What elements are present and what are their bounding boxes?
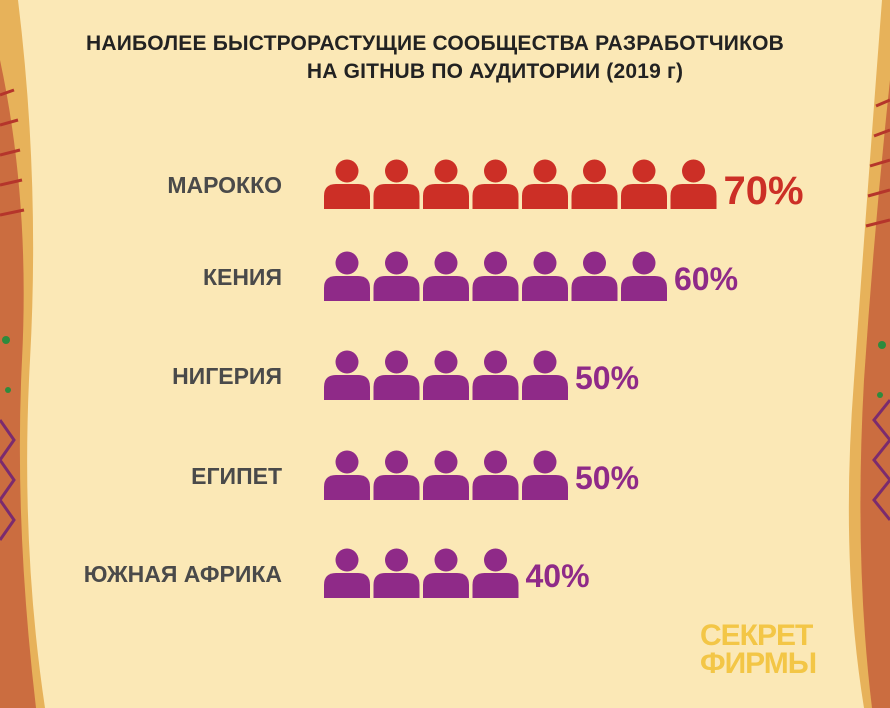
value-label: 50% bbox=[575, 360, 639, 396]
logo-line2: ФИРМЫ bbox=[700, 647, 817, 680]
category-label: НИГЕРИЯ bbox=[172, 363, 282, 389]
chart-title-line1: НАИБОЛЕЕ БЫСТРОРАСТУЩИЕ СООБЩЕСТВА РАЗРА… bbox=[85, 32, 784, 55]
person-icon bbox=[472, 159, 519, 209]
chart-row: ЕГИПЕТ 50% bbox=[191, 450, 639, 500]
value-label: 50% bbox=[575, 460, 639, 496]
person-icon bbox=[522, 450, 568, 500]
value-label: 70% bbox=[724, 169, 804, 213]
person-icon bbox=[324, 251, 370, 301]
person-icon bbox=[423, 350, 469, 400]
chart-title: НАИБОЛЕЕ БЫСТРОРАСТУЩИЕ СООБЩЕСТВА РАЗРА… bbox=[20, 30, 850, 86]
person-icon bbox=[472, 450, 519, 500]
person-icon bbox=[621, 159, 667, 209]
chart-row: КЕНИЯ 60% bbox=[203, 251, 738, 301]
person-icon bbox=[571, 159, 618, 209]
value-label: 40% bbox=[526, 558, 590, 594]
person-icon bbox=[373, 159, 420, 209]
person-icon bbox=[472, 548, 519, 598]
chart-row: МАРОККО 70% bbox=[167, 159, 804, 213]
person-icon bbox=[324, 548, 370, 598]
person-icon bbox=[373, 251, 420, 301]
logo: СЕКРЕТ ФИРМЫ bbox=[700, 619, 830, 680]
value-label: 60% bbox=[674, 261, 738, 297]
category-label: КЕНИЯ bbox=[203, 264, 282, 290]
person-icon bbox=[522, 350, 568, 400]
logo-line1: СЕКРЕТ bbox=[700, 619, 813, 652]
category-label: ЮЖНАЯ АФРИКА bbox=[84, 561, 282, 587]
person-icon bbox=[324, 450, 370, 500]
person-icon bbox=[423, 450, 469, 500]
person-icon bbox=[373, 350, 420, 400]
person-icon bbox=[373, 450, 420, 500]
person-icon bbox=[522, 251, 568, 301]
person-icon bbox=[373, 548, 420, 598]
right-ornament bbox=[848, 0, 890, 708]
category-label: ЕГИПЕТ bbox=[191, 463, 282, 489]
person-icon bbox=[522, 159, 568, 209]
person-icon bbox=[423, 159, 469, 209]
person-icon bbox=[324, 350, 370, 400]
chart-row: ЮЖНАЯ АФРИКА 40% bbox=[84, 548, 590, 598]
person-icon bbox=[571, 251, 618, 301]
person-icon bbox=[472, 251, 519, 301]
person-icon bbox=[621, 251, 667, 301]
person-icon bbox=[472, 350, 519, 400]
left-ornament bbox=[0, 0, 45, 708]
person-icon bbox=[670, 159, 717, 209]
chart-row: НИГЕРИЯ 50% bbox=[172, 350, 639, 400]
person-icon bbox=[423, 251, 469, 301]
category-label: МАРОККО bbox=[167, 172, 282, 198]
person-icon bbox=[324, 159, 370, 209]
person-icon bbox=[423, 548, 469, 598]
chart-title-line2: НА GITHUB ПО АУДИТОРИИ (2019 г) bbox=[306, 60, 684, 83]
